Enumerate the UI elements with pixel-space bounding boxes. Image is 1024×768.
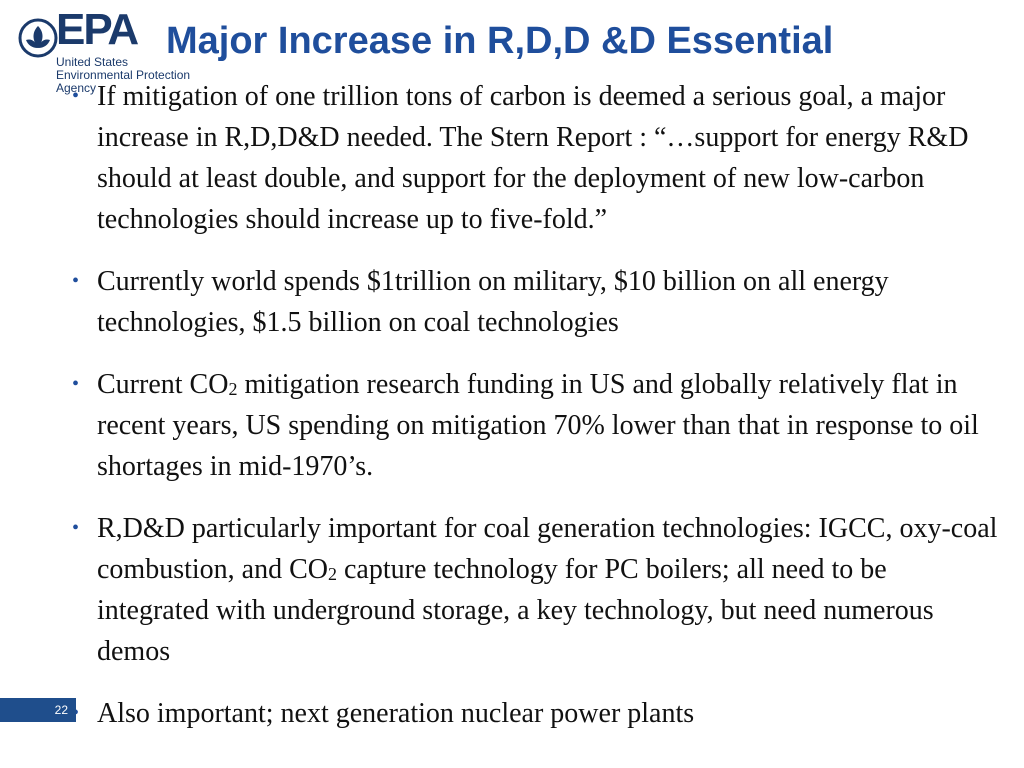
subscript: 2 [228, 379, 238, 399]
agency-line: Agency [56, 81, 97, 95]
bullet-text-post: mitigation research funding in US and gl… [97, 369, 979, 482]
bullet-item: • Currently world spends $1trillion on m… [68, 261, 998, 343]
bullet-list: • If mitigation of one trillion tons of … [68, 76, 998, 755]
bullet-icon: • [72, 85, 80, 107]
bullet-item: • Also important; next generation nuclea… [68, 693, 998, 734]
agency-name: United States Environmental Protection A… [56, 56, 190, 95]
bullet-icon: • [72, 373, 80, 395]
bullet-icon: • [72, 517, 80, 539]
bullet-item: • Current CO2 mitigation research fundin… [68, 364, 998, 487]
bullet-text-pre: R,D&D particularly important for coal ge… [97, 513, 998, 585]
epa-logo: EPA United States Environmental Protecti… [18, 8, 228, 96]
bullet-text-pre: Current CO [97, 369, 229, 400]
agency-line: United States [56, 55, 129, 69]
epa-wordmark: EPA [56, 5, 139, 54]
bullet-text-post: capture technology for PC boilers; all n… [97, 554, 934, 667]
subscript: 2 [328, 564, 337, 584]
slide-title: Major Increase in R,D,D &D Essential [166, 20, 834, 62]
bullet-text: Also important; next generation nuclear … [97, 698, 695, 729]
bullet-text: R,D&D particularly important for coal ge… [97, 513, 997, 667]
page-number: 22 [54, 703, 68, 717]
bullet-item: • R,D&D particularly important for coal … [68, 508, 998, 672]
page-number-tab: 22 [0, 698, 76, 722]
epa-flower-icon [18, 18, 58, 58]
agency-line: Environmental Protection [56, 68, 191, 82]
bullet-text: If mitigation of one trillion tons of ca… [97, 81, 969, 235]
bullet-text: Current CO2 mitigation research funding … [97, 369, 979, 482]
bullet-icon: • [72, 270, 80, 292]
bullet-item: • If mitigation of one trillion tons of … [68, 76, 998, 240]
bullet-text: Currently world spends $1trillion on mil… [97, 266, 889, 338]
